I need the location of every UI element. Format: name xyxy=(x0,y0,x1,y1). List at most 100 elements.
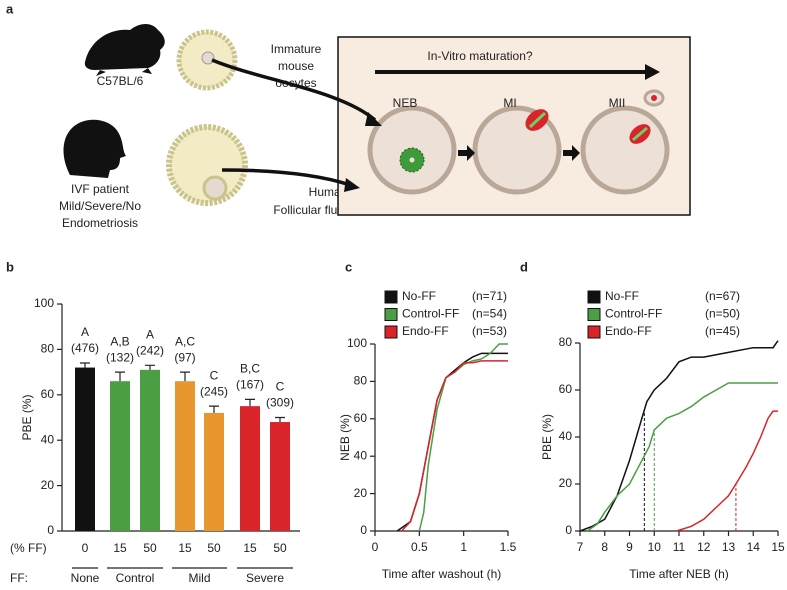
y-axis-title: PBE (%) xyxy=(540,414,554,460)
panel-label: a xyxy=(6,1,14,16)
series-line xyxy=(676,410,778,532)
bar xyxy=(110,381,130,531)
y-tick-label: 40 xyxy=(559,429,573,443)
mouse-label: C57BL/6 xyxy=(97,74,144,88)
x-row-label: (% FF) xyxy=(10,541,47,555)
x-tick-label: 15 xyxy=(113,541,127,555)
error-bar xyxy=(209,405,219,413)
chromosomes xyxy=(632,126,648,142)
stage-label: MI xyxy=(503,96,516,110)
cell xyxy=(580,105,670,195)
x-tick-label: 0 xyxy=(372,540,379,554)
curved-arrow xyxy=(211,58,377,122)
patient-icon xyxy=(63,119,126,178)
error-bar xyxy=(145,364,155,370)
legend-n: (n=67) xyxy=(705,289,740,303)
arrowhead xyxy=(645,64,660,80)
x-tick-label: 1 xyxy=(460,540,467,554)
n-label: (476) xyxy=(71,341,99,355)
polar-body-spindle xyxy=(651,95,657,101)
letter-label: A,B xyxy=(110,334,129,348)
x-tick-label: 14 xyxy=(747,540,761,554)
chromosomes xyxy=(528,111,547,129)
legend-swatch xyxy=(384,290,398,304)
letter-label: C xyxy=(210,368,219,382)
y-tick-label: 0 xyxy=(565,523,572,537)
y-tick-label: 0 xyxy=(47,523,54,537)
n-label: (132) xyxy=(106,350,134,364)
legend-swatch xyxy=(587,325,601,339)
y-tick-label: 60 xyxy=(41,387,55,401)
y-tick-label: 100 xyxy=(347,336,367,350)
patient-label: Endometriosis xyxy=(62,216,138,230)
x-tick-label: 50 xyxy=(273,541,287,555)
legend-n: (n=71) xyxy=(472,289,507,303)
bar xyxy=(204,412,224,531)
x-tick-label: 7 xyxy=(577,540,584,554)
bar xyxy=(175,381,195,531)
legend-swatch xyxy=(587,308,601,321)
legend-swatch xyxy=(384,325,398,339)
legend-swatch xyxy=(587,290,601,304)
legend-label: Endo-FF xyxy=(605,324,652,338)
legend-label: No-FF xyxy=(605,289,639,303)
group-row-label: FF: xyxy=(10,571,28,585)
step-arrow xyxy=(458,145,475,161)
n-label: (167) xyxy=(236,378,264,392)
x-axis-title: Time after NEB (h) xyxy=(629,567,729,581)
y-tick-label: 80 xyxy=(354,374,368,388)
legend-label: Control-FF xyxy=(605,307,662,321)
y-tick-label: 80 xyxy=(559,335,573,349)
bar xyxy=(75,367,95,531)
error-bar xyxy=(180,371,190,382)
arrowhead xyxy=(344,178,360,192)
error-bar xyxy=(275,416,285,423)
fluid-label: Follicular fluid xyxy=(273,203,346,217)
bar xyxy=(270,422,290,531)
legend-label: Endo-FF xyxy=(402,324,449,338)
legend-n: (n=53) xyxy=(472,324,507,338)
curved-arrow xyxy=(221,168,351,187)
x-tick-label: 0 xyxy=(82,541,89,555)
bar xyxy=(140,369,160,531)
x-tick-label: 15 xyxy=(178,541,192,555)
oocyte-label: oocytes xyxy=(275,76,316,90)
y-tick-label: 20 xyxy=(354,486,368,500)
group-label: Mild xyxy=(188,571,210,585)
group-label: Control xyxy=(116,571,155,585)
n-label: (97) xyxy=(174,350,195,364)
error-bar xyxy=(80,362,90,368)
letter-label: A,C xyxy=(175,334,195,348)
diagram: C57BL/6 Immature mouse oocytes IVF patie… xyxy=(59,24,691,230)
series-line xyxy=(418,343,508,532)
letter-label: A xyxy=(81,325,89,339)
series-line xyxy=(586,382,778,532)
step-arrow xyxy=(563,145,580,161)
legend-n: (n=50) xyxy=(705,307,740,321)
stage-label: MII xyxy=(609,96,626,110)
stage-label: NEB xyxy=(393,96,418,110)
x-tick-label: 9 xyxy=(626,540,633,554)
series-line xyxy=(396,352,508,532)
y-tick-label: 0 xyxy=(360,523,367,537)
nucleolus xyxy=(409,157,415,163)
x-tick-label: 15 xyxy=(771,540,785,554)
x-tick-label: 11 xyxy=(673,540,686,554)
x-tick-label: 12 xyxy=(697,540,711,554)
group-label: Severe xyxy=(246,571,284,585)
oocyte xyxy=(201,51,215,65)
x-tick-label: 15 xyxy=(243,541,257,555)
process-label: In-Vitro maturation? xyxy=(427,49,532,63)
arrowhead xyxy=(365,112,382,126)
x-axis-title: Time after washout (h) xyxy=(382,567,502,581)
x-tick-label: 8 xyxy=(601,540,608,554)
n-label: (245) xyxy=(200,384,228,398)
legend-label: Control-FF xyxy=(402,307,459,321)
y-tick-label: 40 xyxy=(354,448,368,462)
n-label: (309) xyxy=(266,396,294,410)
error-bar xyxy=(115,371,125,382)
bar xyxy=(240,406,260,531)
legend-swatch xyxy=(384,308,398,321)
group-label: None xyxy=(71,571,100,585)
